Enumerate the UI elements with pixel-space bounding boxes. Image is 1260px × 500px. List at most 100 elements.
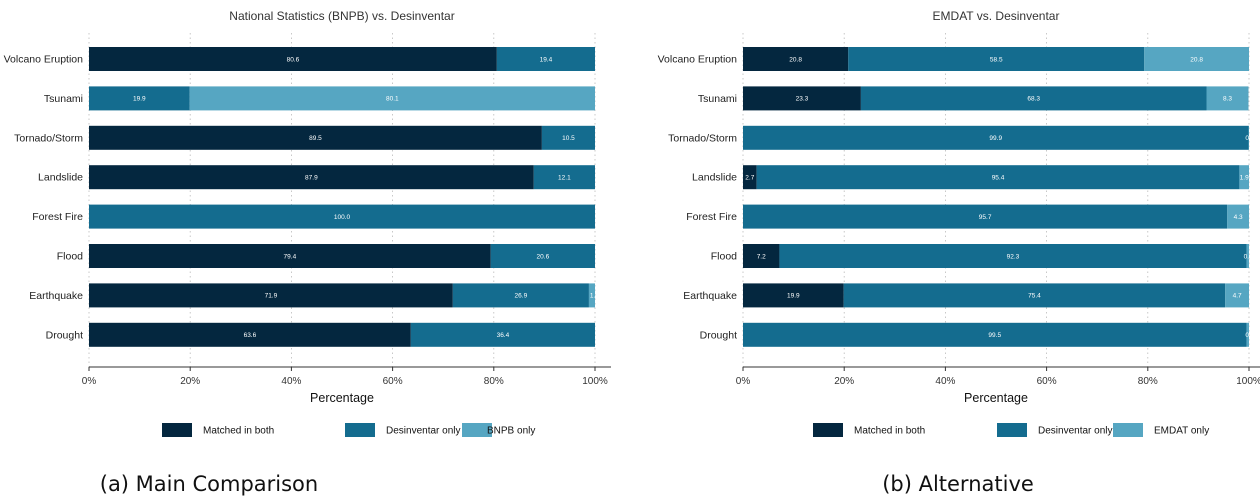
bar-segment bbox=[1248, 125, 1249, 150]
bar-segment bbox=[743, 47, 849, 71]
bar-segment bbox=[743, 86, 861, 111]
category-label: Forest Fire bbox=[32, 211, 83, 223]
panel-caption: (a) Main Comparison bbox=[100, 472, 318, 496]
bar-segment bbox=[89, 244, 491, 268]
data-label: 8.3 bbox=[1223, 96, 1232, 103]
data-label: 20.6 bbox=[537, 253, 550, 260]
bar-segment bbox=[89, 204, 595, 229]
data-label: 4.7 bbox=[1233, 293, 1242, 300]
legend-label: Matched in both bbox=[203, 426, 274, 437]
bar-segment bbox=[189, 86, 595, 111]
data-label: 19.9 bbox=[787, 293, 800, 300]
legend-swatch bbox=[462, 423, 492, 437]
data-label: 26.9 bbox=[515, 293, 528, 300]
category-label: Drought bbox=[700, 329, 737, 341]
data-label: 1.2 bbox=[590, 293, 599, 300]
bar-segment bbox=[496, 47, 595, 71]
data-label: 80.6 bbox=[287, 56, 300, 63]
data-label: 100.0 bbox=[334, 214, 351, 221]
data-label: 23.3 bbox=[796, 96, 809, 103]
bar-segment bbox=[89, 86, 190, 111]
data-label: 95.7 bbox=[979, 214, 992, 221]
bar-segment bbox=[756, 165, 1240, 190]
legend-label: Desinventar only bbox=[386, 426, 460, 437]
x-tick-label: 0% bbox=[82, 376, 97, 387]
panel-caption: (b) Alternative bbox=[882, 472, 1034, 496]
data-label: 12.1 bbox=[558, 175, 571, 182]
x-tick-label: 0% bbox=[736, 376, 751, 387]
data-label: 10.5 bbox=[562, 135, 575, 142]
x-tick-label: 40% bbox=[935, 376, 955, 387]
legend-swatch bbox=[1113, 423, 1143, 437]
x-tick-label: 20% bbox=[180, 376, 200, 387]
category-label: Earthquake bbox=[683, 290, 737, 302]
legend-swatch bbox=[813, 423, 843, 437]
bar-segment bbox=[1206, 86, 1249, 111]
chart-panel-1: National Statistics (BNPB) vs. Desinvent… bbox=[4, 9, 611, 496]
bar-segment bbox=[779, 244, 1247, 268]
data-label: 75.4 bbox=[1028, 293, 1041, 300]
data-label: 19.4 bbox=[540, 56, 553, 63]
category-label: Tsunami bbox=[44, 93, 83, 105]
bar-segment bbox=[89, 47, 497, 71]
bar-segment bbox=[89, 125, 542, 150]
data-label: 87.9 bbox=[305, 175, 318, 182]
chart-title: EMDAT vs. Desinventar bbox=[933, 9, 1060, 23]
bar-segment bbox=[743, 322, 1247, 347]
category-label: Tsunami bbox=[698, 93, 737, 105]
category-label: Earthquake bbox=[29, 290, 83, 302]
data-label: 68.3 bbox=[1027, 96, 1040, 103]
bar-segment bbox=[1246, 322, 1249, 347]
data-label: 0 bbox=[1245, 332, 1249, 339]
bar-segment bbox=[1227, 204, 1249, 229]
category-label: Flood bbox=[711, 251, 737, 263]
bar-segment bbox=[743, 165, 757, 190]
x-tick-label: 60% bbox=[383, 376, 403, 387]
data-label: 2.7 bbox=[745, 175, 754, 182]
bar-segment bbox=[533, 165, 595, 190]
bar-segment bbox=[1246, 244, 1249, 268]
bar-segment bbox=[848, 47, 1145, 71]
x-tick-label: 100% bbox=[1236, 376, 1260, 387]
bar-segment bbox=[860, 86, 1207, 111]
legend-label: BNPB only bbox=[487, 426, 535, 437]
legend-swatch bbox=[997, 423, 1027, 437]
category-label: Drought bbox=[46, 329, 83, 341]
data-label: 92.3 bbox=[1007, 253, 1020, 260]
data-label: 99.5 bbox=[988, 332, 1001, 339]
legend-swatch bbox=[345, 423, 375, 437]
bar-segment bbox=[743, 204, 1228, 229]
category-label: Tornado/Storm bbox=[668, 132, 737, 144]
bar-segment bbox=[588, 283, 595, 308]
x-tick-label: 80% bbox=[484, 376, 504, 387]
bar-segment bbox=[541, 125, 595, 150]
data-label: 58.5 bbox=[990, 56, 1003, 63]
bar-segment bbox=[743, 125, 1249, 150]
category-label: Tornado/Storm bbox=[14, 132, 83, 144]
bar-segment bbox=[843, 283, 1226, 308]
data-label: 63.6 bbox=[244, 332, 257, 339]
data-label: 79.4 bbox=[284, 253, 297, 260]
data-label: 1.9 bbox=[1240, 175, 1249, 182]
chart-title: National Statistics (BNPB) vs. Desinvent… bbox=[229, 9, 454, 23]
data-label: 0 bbox=[1245, 135, 1249, 142]
data-label: 80.1 bbox=[386, 96, 399, 103]
bar-segment bbox=[89, 322, 411, 347]
data-label: 71.9 bbox=[265, 293, 278, 300]
chart-panel-2: EMDAT vs. Desinventar Volcano Eruption 20.… bbox=[658, 9, 1260, 496]
x-axis-title: Percentage bbox=[964, 391, 1028, 405]
category-label: Landslide bbox=[692, 172, 737, 184]
category-label: Volcano Eruption bbox=[658, 54, 738, 66]
bar-segment bbox=[1144, 47, 1249, 71]
data-label: 19.9 bbox=[133, 96, 146, 103]
category-label: Volcano Eruption bbox=[4, 54, 84, 66]
legend-label: EMDAT only bbox=[1154, 426, 1209, 437]
data-label: 4.3 bbox=[1234, 214, 1243, 221]
data-label: 20.8 bbox=[1190, 56, 1203, 63]
category-label: Flood bbox=[57, 251, 83, 263]
x-tick-label: 100% bbox=[582, 376, 608, 387]
category-label: Forest Fire bbox=[686, 211, 737, 223]
data-label: 89.5 bbox=[309, 135, 322, 142]
data-label: 7.2 bbox=[757, 253, 766, 260]
